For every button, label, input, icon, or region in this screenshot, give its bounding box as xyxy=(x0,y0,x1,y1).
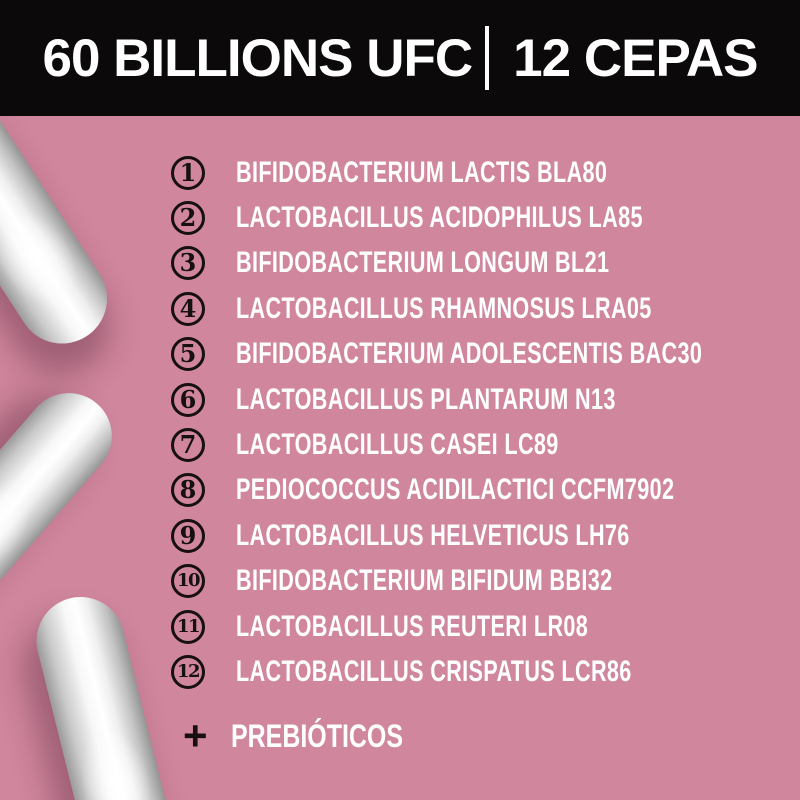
capsule-image-middle-left xyxy=(0,375,130,621)
strain-name: BIFIDOBACTERIUM LONGUM BL21 xyxy=(236,246,610,280)
strain-number-badge: 4 xyxy=(171,291,205,326)
header-title-right: 12 CEPAS xyxy=(513,28,758,88)
strain-name: BIFIDOBACTERIUM LACTIS BLA80 xyxy=(236,155,608,189)
strain-list: 1 BIFIDOBACTERIUM LACTIS BLA80 2 LACTOBA… xyxy=(171,150,800,695)
strain-name: BIFIDOBACTERIUM ADOLESCENTIS BAC30 xyxy=(236,337,703,371)
strain-name: LACTOBACILLUS CRISPATUS LCR86 xyxy=(236,654,632,688)
strain-number-badge: 1 xyxy=(171,155,205,190)
strain-name: LACTOBACILLUS ACIDOPHILUS LA85 xyxy=(236,201,643,235)
header-title-left: 60 BILLIONS UFC xyxy=(42,28,473,88)
header-divider xyxy=(485,26,490,90)
header-bar: 60 BILLIONS UFC 12 CEPAS xyxy=(0,0,800,116)
strain-list-item: 6 LACTOBACILLUS PLANTARUM N13 xyxy=(171,377,800,422)
capsule-image-top-left xyxy=(0,85,125,361)
strain-number-badge: 9 xyxy=(171,518,205,553)
strain-list-item: 7 LACTOBACILLUS CASEI LC89 xyxy=(171,422,800,467)
strain-list-item: 5 BIFIDOBACTERIUM ADOLESCENTIS BAC30 xyxy=(171,332,800,377)
strain-list-item: 4 LACTOBACILLUS RHAMNOSUS LRA05 xyxy=(171,286,800,331)
strain-number-badge: 2 xyxy=(171,201,205,236)
strain-list-item: 9 LACTOBACILLUS HELVETICUS LH76 xyxy=(171,513,800,558)
strain-list-item: 1 BIFIDOBACTERIUM LACTIS BLA80 xyxy=(171,150,800,195)
strain-list-item: 10 BIFIDOBACTERIUM BIFIDUM BBI32 xyxy=(171,559,800,604)
prebiotics-label: PREBIÓTICOS xyxy=(230,717,403,754)
strain-name: PEDIOCOCCUS ACIDILACTICI CCFM7902 xyxy=(236,473,675,507)
strain-number-badge: 12 xyxy=(171,654,205,689)
strain-name: BIFIDOBACTERIUM BIFIDUM BBI32 xyxy=(236,564,613,598)
strain-list-item: 8 PEDIOCOCCUS ACIDILACTICI CCFM7902 xyxy=(171,468,800,513)
strain-number-badge: 7 xyxy=(171,428,205,463)
strain-number-badge: 11 xyxy=(171,609,205,644)
strain-number-badge: 3 xyxy=(171,246,205,281)
strain-name: LACTOBACILLUS HELVETICUS LH76 xyxy=(236,518,630,552)
prebiotics-row: + PREBIÓTICOS xyxy=(183,712,451,760)
strain-list-item: 2 LACTOBACILLUS ACIDOPHILUS LA85 xyxy=(171,195,800,240)
strain-list-item: 3 BIFIDOBACTERIUM LONGUM BL21 xyxy=(171,241,800,286)
capsule-image-bottom-left xyxy=(27,587,183,800)
strain-number-badge: 10 xyxy=(171,564,205,599)
strain-name: LACTOBACILLUS RHAMNOSUS LRA05 xyxy=(236,291,652,325)
strain-number-badge: 6 xyxy=(171,382,205,417)
strain-name: LACTOBACILLUS PLANTARUM N13 xyxy=(236,382,616,416)
strain-number-badge: 5 xyxy=(171,337,205,372)
strain-name: LACTOBACILLUS REUTERI LR08 xyxy=(236,609,589,643)
strain-number-badge: 8 xyxy=(171,473,205,508)
plus-sign: + xyxy=(183,712,208,759)
strain-list-item: 11 LACTOBACILLUS REUTERI LR08 xyxy=(171,604,800,649)
strain-name: LACTOBACILLUS CASEI LC89 xyxy=(236,428,559,462)
strain-list-item: 12 LACTOBACILLUS CRISPATUS LCR86 xyxy=(171,649,800,694)
